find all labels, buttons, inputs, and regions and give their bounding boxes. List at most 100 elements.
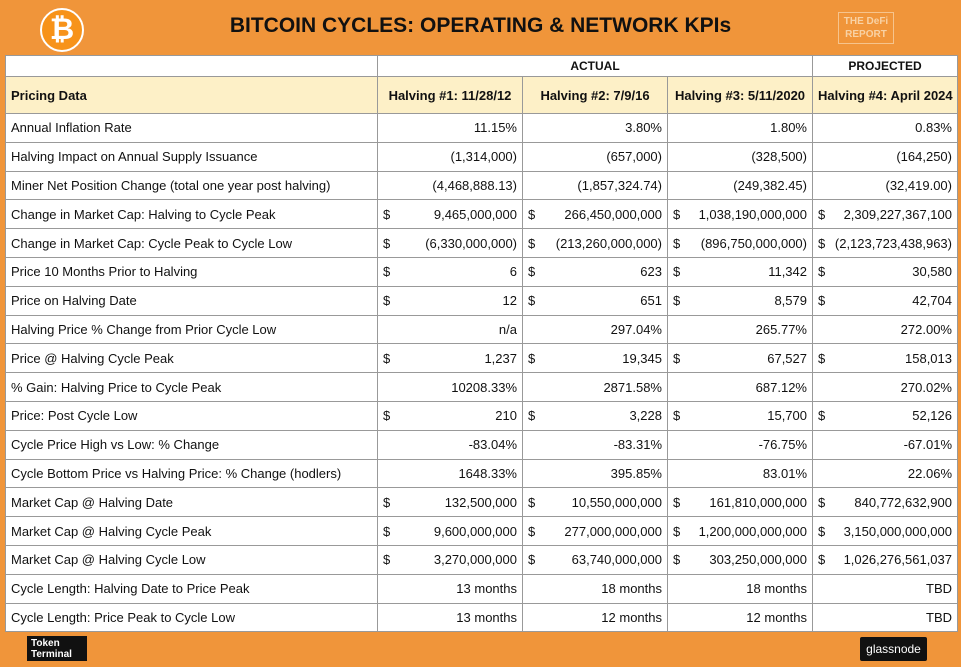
- cell-value: 840,772,632,900: [854, 494, 952, 510]
- currency-symbol: $: [383, 523, 391, 539]
- cell: $210: [377, 400, 523, 431]
- cell-content: $158,013: [818, 351, 952, 366]
- cell-value: 270.02%: [900, 379, 952, 395]
- cell-value: 2,309,227,367,100: [843, 206, 952, 222]
- brand-logo: THE DeFi REPORT: [838, 12, 894, 44]
- cell: (164,250): [812, 141, 958, 172]
- cell-value: 161,810,000,000: [709, 494, 807, 510]
- cell-value: (896,750,000,000): [700, 235, 807, 251]
- cell: n/a: [377, 314, 523, 345]
- row-label: Cycle Length: Price Peak to Cycle Low: [5, 602, 378, 633]
- cell: 2871.58%: [522, 372, 668, 402]
- cell-value: 18 months: [746, 581, 807, 597]
- currency-symbol: $: [673, 523, 681, 539]
- cell: $15,700: [667, 400, 813, 431]
- cell: (328,500): [667, 141, 813, 172]
- cell-value: 6: [509, 264, 517, 280]
- row-label: Annual Inflation Rate: [5, 113, 378, 143]
- cell: 12 months: [667, 602, 813, 633]
- cell-content: $30,580: [818, 264, 952, 279]
- cell: 297.04%: [522, 314, 668, 345]
- cell: $277,000,000,000: [522, 516, 668, 546]
- cell: $42,704: [812, 285, 958, 316]
- cell-content: $840,772,632,900: [818, 495, 952, 510]
- cell: 687.12%: [667, 372, 813, 402]
- cell-content: $1,026,276,561,037: [818, 552, 952, 567]
- cell: $ (2,123,723,438,963): [812, 228, 958, 258]
- cell: 13 months: [377, 602, 523, 633]
- cell-value: 11,342: [768, 264, 807, 280]
- cell-value: 623: [640, 264, 662, 280]
- column-header: Halving #3: 5/11/2020: [667, 76, 813, 114]
- row-label: Halving Price % Change from Prior Cycle …: [5, 314, 378, 345]
- cell-content: $ (2,123,723,438,963): [818, 236, 952, 251]
- row-label: Market Cap @ Halving Cycle Peak: [5, 516, 378, 546]
- cell-content: $277,000,000,000: [528, 524, 662, 539]
- cell-value: 158,013: [905, 350, 952, 366]
- cell-value: 687.12%: [755, 379, 807, 395]
- row-label: Cycle Length: Halving Date to Price Peak: [5, 573, 378, 604]
- data-row: % Gain: Halving Price to Cycle Peak 10208…: [5, 372, 958, 402]
- data-row: Miner Net Position Change (total one yea…: [5, 170, 958, 201]
- currency-symbol: $: [528, 206, 536, 222]
- cell: (32,419.00): [812, 170, 958, 201]
- cell: $30,580: [812, 256, 958, 287]
- cell: 18 months: [667, 573, 813, 604]
- data-row: Halving Impact on Annual Supply Issuance…: [5, 141, 958, 172]
- cell: $3,150,000,000,000: [812, 516, 958, 546]
- currency-symbol: $: [673, 235, 681, 251]
- cell-value: 22.06%: [907, 465, 952, 481]
- cell: 1.80%: [667, 113, 813, 143]
- cell: $158,013: [812, 343, 958, 374]
- cell-value: (2,123,723,438,963): [834, 235, 952, 251]
- currency-symbol: $: [528, 235, 536, 251]
- cell-value: 265.77%: [755, 321, 807, 337]
- currency-symbol: $: [383, 293, 391, 309]
- kpi-table: ACTUAL PROJECTED Pricing Data Halving #1:…: [5, 55, 958, 633]
- cell-content: $11,342: [673, 264, 807, 279]
- table-body: ACTUAL PROJECTED Pricing Data Halving #1:…: [5, 55, 958, 633]
- empty-cell: [5, 55, 378, 77]
- currency-symbol: $: [818, 552, 826, 568]
- group-header: PROJECTED: [812, 55, 958, 77]
- currency-symbol: $: [673, 350, 681, 366]
- cell: $623: [522, 256, 668, 287]
- row-label: Market Cap @ Halving Cycle Low: [5, 544, 378, 575]
- cell: $67,527: [667, 343, 813, 374]
- cell-value: 395.85%: [610, 465, 662, 481]
- cell: $303,250,000,000: [667, 544, 813, 575]
- cell-value: (657,000): [606, 149, 662, 165]
- cell: 18 months: [522, 573, 668, 604]
- column-header: Halving #2: 7/9/16: [522, 76, 668, 114]
- cell-content: $12: [383, 293, 517, 308]
- bitcoin-logo: ₿: [40, 8, 84, 52]
- cell: 11.15%: [377, 113, 523, 143]
- brand-text: REPORT: [845, 29, 887, 40]
- cell-value: -83.31%: [613, 437, 662, 453]
- cell-content: $ (6,330,000,000): [383, 236, 517, 251]
- row-label: Price @ Halving Cycle Peak: [5, 343, 378, 374]
- cell: 265.77%: [667, 314, 813, 345]
- header-row: Pricing Data Halving #1: 11/28/12 Halving …: [5, 76, 958, 114]
- row-label: Change in Market Cap: Cycle Peak to Cycl…: [5, 228, 378, 258]
- cell-value: 8,579: [774, 293, 807, 309]
- cell: -67.01%: [812, 429, 958, 460]
- footer: Token Terminal glassnode: [0, 632, 961, 667]
- cell-value: 12 months: [746, 609, 807, 625]
- currency-symbol: $: [818, 235, 826, 251]
- cell-value: 272.00%: [900, 321, 952, 337]
- data-row: Price 10 Months Prior to Halving $6 $623 $1…: [5, 256, 958, 287]
- cell: $63,740,000,000: [522, 544, 668, 575]
- currency-symbol: $: [383, 206, 391, 222]
- row-label: Price on Halving Date: [5, 285, 378, 316]
- cell-content: $42,704: [818, 293, 952, 308]
- currency-symbol: $: [818, 494, 826, 510]
- row-label: Cycle Price High vs Low: % Change: [5, 429, 378, 460]
- currency-symbol: $: [818, 264, 826, 280]
- data-row: Change in Market Cap: Halving to Cycle P…: [5, 199, 958, 230]
- cell: $10,550,000,000: [522, 487, 668, 518]
- data-row: Market Cap @ Halving Cycle Peak $9,600,00…: [5, 516, 958, 546]
- cell-value: 18 months: [601, 581, 662, 597]
- cell: $11,342: [667, 256, 813, 287]
- cell-value: 30,580: [912, 264, 952, 280]
